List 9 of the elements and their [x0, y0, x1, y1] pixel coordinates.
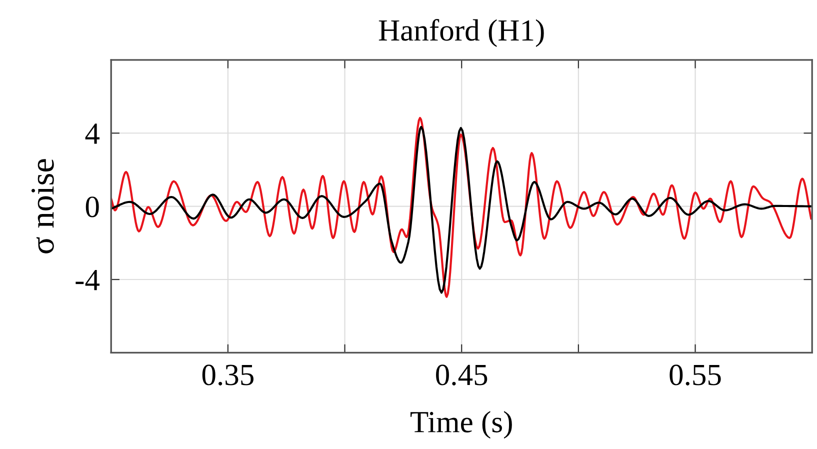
x-axis-title: Time (s) — [410, 410, 512, 439]
y-tick-label: 4 — [85, 124, 100, 144]
y-tick-label: -4 — [76, 270, 100, 290]
x-tick-label: 0.45 — [436, 364, 488, 386]
y-tick-label: 0 — [86, 196, 99, 218]
y-axis-title: σ noise — [31, 159, 54, 254]
chart-title: Hanford (H1) — [378, 18, 544, 48]
x-tick-label: 0.55 — [670, 364, 721, 386]
x-tick-label: 0.35 — [202, 364, 254, 386]
